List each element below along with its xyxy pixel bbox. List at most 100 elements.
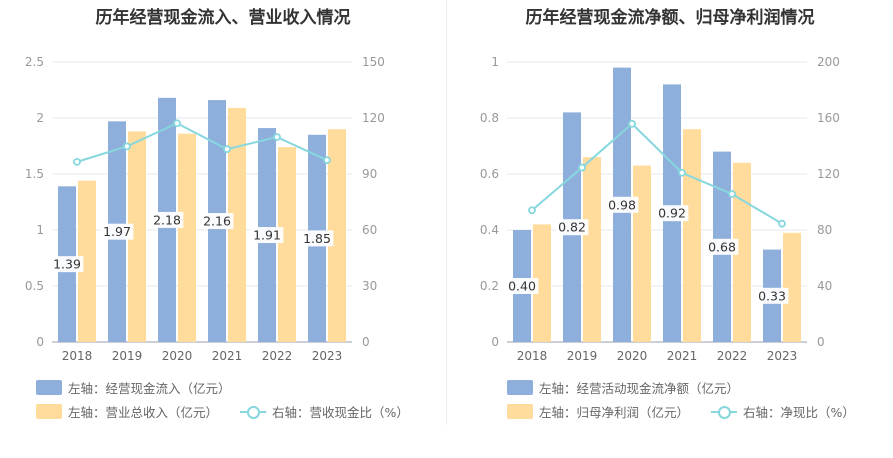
legend-row: 左轴：经营活动现金流净额（亿元）	[507, 378, 739, 397]
chart-title: 历年经营现金流入、营业收入情况	[95, 8, 351, 28]
ratio-point	[778, 219, 786, 228]
y-left-tick-label: 0.4	[480, 223, 499, 237]
x-tick-label: 2023	[767, 349, 798, 363]
y-right-tick-label: 150	[362, 55, 385, 69]
x-tick-label: 2019	[567, 349, 598, 363]
data-label-bg	[655, 205, 689, 222]
data-label-bg	[555, 219, 589, 236]
data-label-bg	[605, 196, 639, 213]
y-left-tick-label: 0.8	[480, 111, 499, 125]
legend-row: 左轴：营业总收入（亿元） 右轴：营收现金比（%）	[36, 402, 409, 421]
y-right-tick-label: 60	[362, 223, 377, 237]
chart-panel-left: 历年经营现金流入、营业收入情况 0 0.5 1 1.5 2 2.5 0 30 60 90 120 15…	[0, 0, 446, 458]
chart-title: 历年经营现金流净额、归母净利润情况	[525, 8, 815, 28]
data-label: 0.68	[708, 239, 736, 254]
chart-plot: 0 0.5 1 1.5 2 2.5 0 30 60 90 120 150 1.39 2018 1.97 201…	[25, 55, 385, 363]
data-label-bg	[705, 238, 739, 255]
y-left-tick-label: 1	[491, 55, 499, 69]
y-left-tick-label: 2.5	[25, 55, 44, 69]
legend-label: 右轴：净现比（%）	[743, 405, 855, 420]
x-tick-label: 2023	[312, 349, 343, 363]
ratio-point	[323, 156, 331, 165]
ratio-point	[123, 142, 131, 151]
data-label: 0.98	[608, 197, 636, 212]
data-label-bg	[200, 213, 234, 230]
ratio-point	[528, 206, 536, 215]
x-tick-label: 2021	[667, 349, 698, 363]
legend-label: 左轴：归母净利润（亿元）	[539, 405, 690, 420]
legend-row: 左轴：归母净利润（亿元） 右轴：净现比（%）	[507, 402, 855, 421]
x-tick-label: 2022	[262, 349, 293, 363]
bar-secondary	[178, 133, 196, 342]
data-label: 0.82	[558, 220, 586, 235]
data-label-bg	[250, 227, 284, 244]
y-right-tick-label: 30	[362, 279, 377, 293]
ratio-point	[273, 133, 281, 141]
legend-row: 左轴：经营现金流入（亿元）	[36, 378, 231, 397]
ratio-point	[173, 119, 181, 128]
bar-secondary	[128, 131, 146, 342]
ratio-point	[728, 190, 736, 198]
data-label: 2.18	[153, 212, 181, 227]
y-right-tick-label: 160	[817, 111, 840, 125]
y-left-tick-label: 0.2	[480, 279, 499, 293]
data-label-bg	[100, 223, 134, 240]
y-left-tick-label: 0	[491, 335, 499, 349]
data-label: 1.85	[303, 231, 331, 246]
data-label-bg	[50, 256, 84, 273]
ratio-point	[678, 168, 686, 177]
legend-swatch-secondary	[507, 404, 533, 419]
bar-secondary	[633, 165, 651, 342]
data-label-bg	[505, 278, 539, 294]
ratio-point	[628, 119, 636, 128]
data-label: 1.91	[253, 228, 281, 243]
bar-secondary	[533, 224, 551, 342]
data-label: 0.92	[658, 206, 686, 221]
bar-secondary	[278, 147, 296, 342]
ratio-point	[223, 145, 231, 154]
bar-secondary	[328, 129, 346, 342]
legend-swatch-primary	[507, 380, 533, 395]
y-left-tick-label: 0.5	[25, 279, 44, 293]
y-right-tick-label: 120	[817, 167, 840, 181]
panel-divider	[446, 0, 447, 425]
y-right-tick-label: 40	[817, 279, 832, 293]
data-label: 0.33	[758, 288, 786, 303]
bar-secondary	[783, 232, 801, 342]
y-left-tick-label: 0.6	[480, 167, 499, 181]
data-label-bg	[150, 211, 184, 228]
y-right-tick-label: 90	[362, 167, 377, 181]
legend-label: 左轴：经营现金流入（亿元）	[68, 381, 231, 396]
data-label: 0.40	[508, 279, 536, 294]
ratio-point	[578, 163, 586, 172]
data-label-bg	[755, 287, 789, 304]
y-right-tick-label: 120	[362, 111, 385, 125]
legend-line-icon	[240, 405, 267, 419]
y-right-tick-label: 80	[817, 223, 832, 237]
x-tick-label: 2020	[617, 349, 648, 363]
bar-secondary	[683, 129, 701, 342]
data-label: 1.97	[103, 224, 131, 239]
y-right-tick-label: 0	[362, 335, 370, 349]
y-left-tick-label: 1	[36, 223, 44, 237]
legend-swatch-primary	[36, 380, 62, 395]
y-right-tick-label: 200	[817, 55, 840, 69]
bar-secondary	[583, 157, 601, 342]
data-label-bg	[300, 230, 334, 247]
legend-line-icon	[711, 405, 738, 419]
bar-secondary	[228, 107, 246, 342]
legend-swatch-secondary	[36, 404, 62, 419]
x-tick-label: 2018	[517, 349, 548, 363]
ratio-point	[73, 157, 81, 166]
x-tick-label: 2020	[162, 349, 193, 363]
data-label: 2.16	[203, 214, 231, 229]
legend-label: 右轴：营收现金比（%）	[272, 405, 409, 420]
ratio-line	[76, 122, 328, 163]
data-label: 1.39	[53, 257, 81, 272]
y-left-tick-label: 2	[36, 111, 44, 125]
y-left-tick-label: 0	[36, 335, 44, 349]
x-tick-label: 2019	[112, 349, 143, 363]
chart-panel-right: 历年经营现金流净额、归母净利润情况 0 0.2 0.4 0.6 0.8 1 0 40 80 120…	[447, 0, 893, 458]
bar-secondary	[733, 162, 751, 342]
legend-label: 左轴：经营活动现金流净额（亿元）	[539, 381, 740, 396]
